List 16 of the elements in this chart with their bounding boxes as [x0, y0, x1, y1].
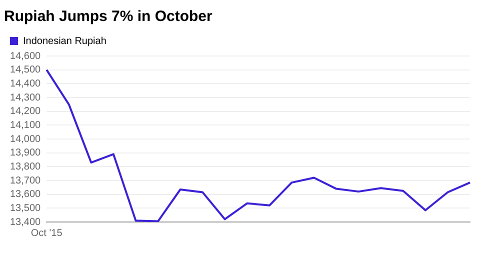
y-tick-label: 14,000: [10, 134, 42, 145]
x-tick-label: Oct '15: [30, 228, 63, 239]
y-tick-label: 14,300: [10, 92, 42, 104]
y-tick-label: 14,100: [10, 120, 42, 131]
legend-label: Indonesian Rupiah: [23, 36, 106, 47]
y-tick-label: 13,800: [10, 161, 42, 172]
y-tick-label: 14,600: [10, 50, 42, 62]
y-tick-label: 14,200: [10, 106, 42, 118]
y-tick-label: 14,400: [10, 78, 42, 90]
chart-title: Rupiah Jumps 7% in October: [4, 8, 213, 26]
y-tick-label: 13,700: [10, 175, 42, 186]
y-tick-label: 13,600: [10, 189, 42, 200]
y-tick-label: 14,500: [10, 64, 42, 76]
y-tick-label: 13,500: [10, 202, 42, 214]
y-tick-label: 13,400: [10, 216, 42, 228]
y-tick-label: 13,900: [10, 148, 42, 159]
